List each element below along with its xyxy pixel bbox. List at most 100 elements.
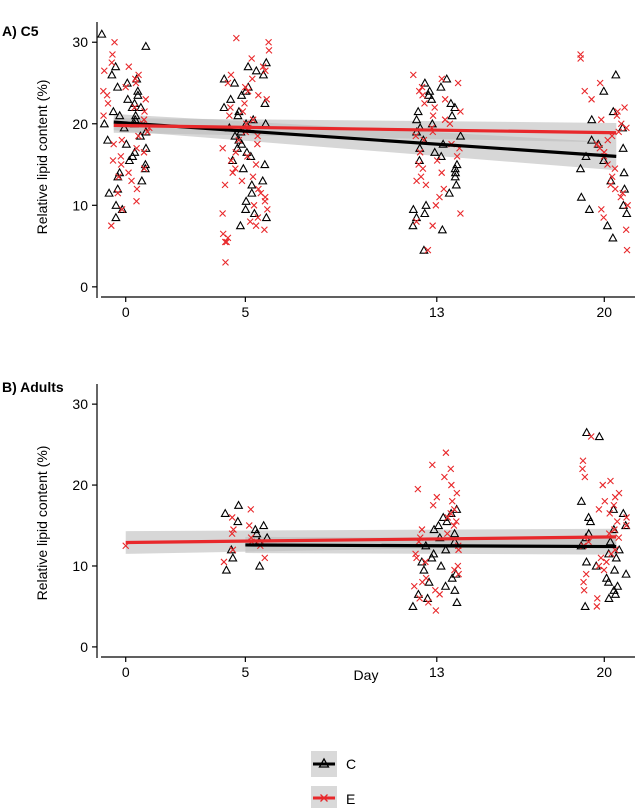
data-point-e <box>231 165 239 173</box>
data-point-c <box>447 110 457 120</box>
data-point-c <box>450 163 460 173</box>
legend: C E <box>311 751 356 808</box>
data-point-c <box>233 110 243 120</box>
data-point-c <box>233 516 243 526</box>
x-tick-label: 0 <box>122 664 130 680</box>
data-point-e <box>447 465 455 473</box>
data-point-e <box>235 136 243 144</box>
data-point-c <box>117 204 128 213</box>
data-point-e <box>140 116 148 124</box>
data-point-c <box>576 192 587 201</box>
data-point-e <box>579 465 586 473</box>
data-point-e <box>577 55 585 62</box>
data-point-c <box>246 151 256 160</box>
x-axis-title: Day <box>354 667 379 683</box>
data-point-c <box>110 61 121 71</box>
y-tick-label: 20 <box>72 116 88 132</box>
data-point-c <box>251 65 262 75</box>
data-point-c <box>141 41 151 50</box>
data-point-e <box>232 34 240 42</box>
data-point-c <box>123 94 133 103</box>
data-point-e <box>107 222 115 230</box>
data-point-e <box>611 493 619 501</box>
data-point-c <box>609 565 620 574</box>
data-point-e <box>624 201 632 209</box>
data-point-c <box>127 151 138 160</box>
data-point-e <box>228 530 236 538</box>
data-point-e <box>432 607 440 614</box>
data-point-e <box>419 91 426 99</box>
data-point-c <box>220 508 230 517</box>
data-point-e <box>254 132 262 140</box>
data-point-c <box>433 520 444 530</box>
data-point-e <box>241 83 249 91</box>
y-tick-label: 0 <box>80 639 88 655</box>
data-point-e <box>610 501 618 509</box>
data-point-e <box>224 79 232 87</box>
data-point-c <box>581 427 592 437</box>
data-point-e <box>432 201 440 209</box>
data-point-c <box>440 544 451 554</box>
data-point-e <box>226 104 234 111</box>
data-point-e <box>424 599 432 606</box>
data-point-e <box>265 46 273 54</box>
data-point-e <box>454 79 462 87</box>
data-point-c <box>442 516 452 526</box>
data-point-e <box>422 558 429 566</box>
data-point-e <box>413 218 420 226</box>
data-point-c <box>611 552 622 562</box>
data-point-c <box>602 220 613 230</box>
data-point-c <box>619 167 629 177</box>
data-point-e <box>263 205 271 213</box>
data-point-c <box>260 98 270 107</box>
data-point-e <box>604 136 612 144</box>
legend-label-e: E <box>346 791 355 807</box>
data-point-c <box>429 147 440 156</box>
y-tick-label: 30 <box>72 34 88 50</box>
data-point-c <box>608 504 619 513</box>
data-point-c <box>236 139 247 148</box>
panel-a-points <box>97 29 632 266</box>
data-point-c <box>604 593 614 602</box>
data-point-c <box>111 200 121 209</box>
data-point-c <box>450 102 460 112</box>
data-point-c <box>219 73 229 83</box>
data-point-c <box>420 78 430 87</box>
data-point-e <box>429 222 437 230</box>
data-point-e <box>581 87 589 95</box>
data-point-e <box>422 181 430 189</box>
data-point-e <box>615 534 623 542</box>
trend-line-e <box>113 123 617 135</box>
trend-line-e <box>125 535 617 545</box>
data-point-c <box>609 524 619 534</box>
data-point-c <box>610 589 621 598</box>
data-point-e <box>135 132 142 140</box>
data-point-c <box>587 114 597 124</box>
data-point-c <box>424 577 434 586</box>
panel-a-title: A) C5 <box>2 23 39 39</box>
legend-marker-cross <box>320 794 328 802</box>
data-point-e <box>222 258 229 266</box>
data-point-c <box>107 69 117 79</box>
data-point-c <box>133 86 143 95</box>
data-point-c <box>228 552 238 562</box>
data-point-e <box>125 169 132 177</box>
data-point-e <box>140 148 148 156</box>
data-point-c <box>230 131 240 140</box>
data-point-e <box>122 83 130 91</box>
data-point-c <box>408 601 418 611</box>
data-point-e <box>580 578 587 586</box>
data-point-c <box>114 110 125 120</box>
data-point-c <box>436 151 446 160</box>
data-point-e <box>229 546 237 554</box>
data-point-c <box>599 155 609 165</box>
data-point-e <box>249 116 257 124</box>
data-point-c <box>247 188 257 197</box>
data-point-c <box>421 200 431 209</box>
panel-b-points <box>122 427 631 614</box>
data-point-e <box>453 489 461 497</box>
data-point-e <box>103 91 111 99</box>
panel-b-trend-lines <box>125 535 617 549</box>
data-point-e <box>133 144 140 152</box>
